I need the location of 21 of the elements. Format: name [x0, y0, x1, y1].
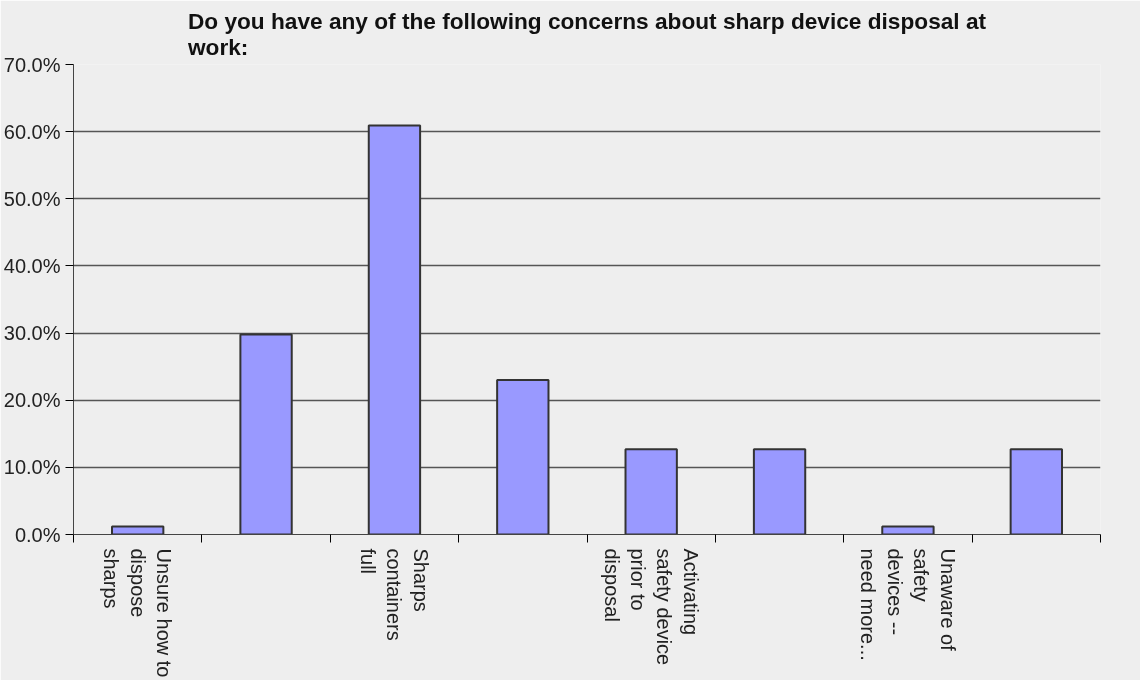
chart-title: Do you have any of the following concerns about sharp device disposal at work: — [186, 7, 987, 60]
y-tick-label: 30.0% — [3, 322, 61, 345]
y-tick-label: 50.0% — [3, 187, 61, 210]
x-tick-label: Sharps containers full — [357, 548, 432, 641]
y-tick-label: 20.0% — [3, 389, 61, 412]
x-tick-label: Unaware of safety devices -- need more... — [857, 548, 959, 661]
bar — [624, 448, 678, 535]
bar — [752, 448, 807, 535]
bar — [881, 525, 935, 535]
bar — [367, 124, 422, 535]
x-tick-label: Activating safety device prior to disposal — [600, 548, 702, 666]
bar — [239, 333, 293, 535]
y-tick-label: 10.0% — [3, 456, 61, 479]
y-tick-label: 40.0% — [3, 254, 61, 277]
bar — [496, 379, 550, 535]
bar — [1009, 448, 1063, 535]
y-tick-label: 60.0% — [3, 120, 61, 143]
y-tick-label: 0.0% — [14, 523, 61, 546]
y-tick-label: 70.0% — [3, 53, 61, 76]
x-tick-label: Unsure how to dispose sharps — [100, 548, 176, 678]
bar — [111, 525, 165, 535]
